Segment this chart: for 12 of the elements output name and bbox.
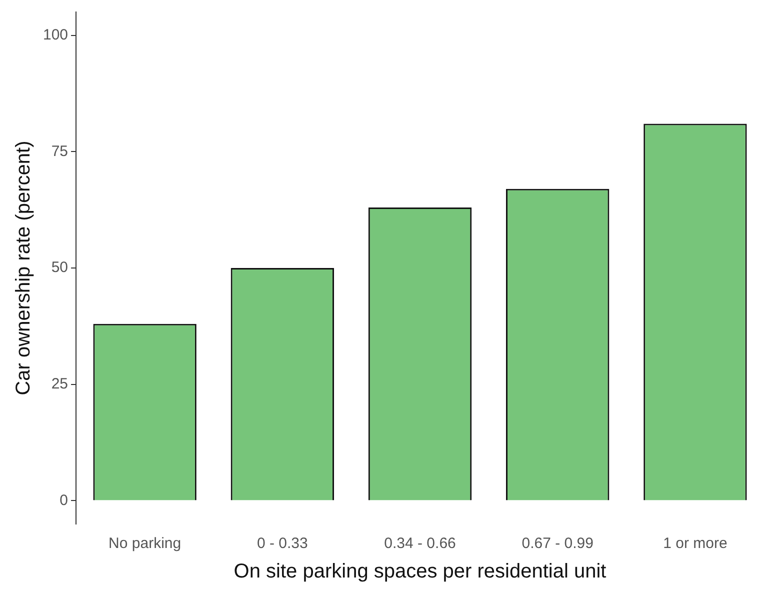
x-tick-label: 0.34 - 0.66 [384, 535, 456, 552]
x-tick-label: 0 - 0.33 [256, 535, 308, 552]
y-tick-label: 25 [51, 376, 68, 393]
x-tick-label: 0.67 - 0.99 [522, 535, 594, 552]
x-tick-label: No parking [108, 535, 182, 552]
y-tick-label: 0 [60, 492, 68, 509]
y-axis-title: Car ownership rate (percent) [12, 140, 35, 396]
x-tick-label: 1 or more [663, 535, 728, 552]
x-axis-title: On site parking spaces per residential unit [234, 560, 607, 583]
y-tick-label: 75 [51, 142, 68, 160]
y-tick-label: 50 [51, 259, 68, 276]
y-tick-label: 100 [42, 26, 68, 44]
